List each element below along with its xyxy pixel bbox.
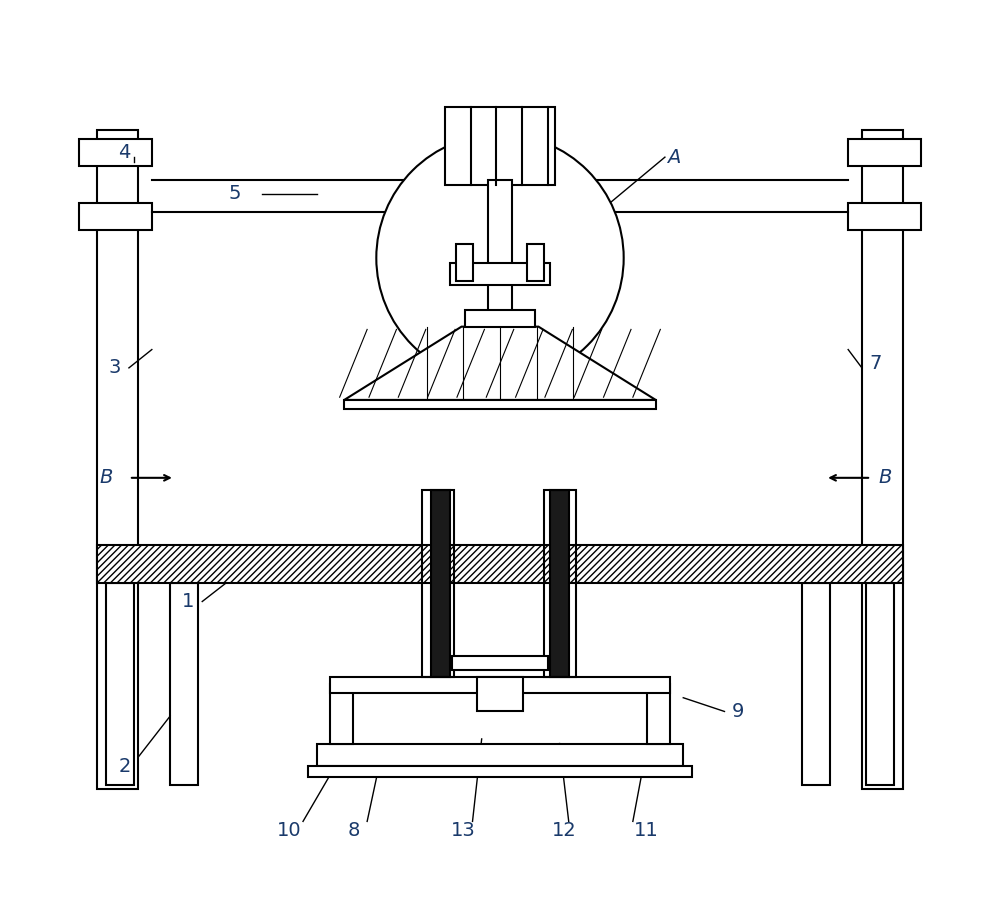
Text: 13: 13 [451, 821, 476, 840]
Bar [456, 244, 473, 281]
Text: B: B [99, 469, 113, 487]
Bar [527, 244, 544, 281]
Text: 6: 6 [466, 111, 479, 130]
Bar [452, 656, 548, 670]
Bar [477, 676, 523, 711]
Text: 9: 9 [732, 702, 744, 721]
Bar [79, 139, 152, 166]
Bar [170, 584, 198, 785]
Bar [862, 130, 903, 789]
Bar [445, 107, 555, 185]
Bar [330, 676, 670, 693]
Text: 7: 7 [869, 354, 882, 373]
Text: 8: 8 [347, 821, 360, 840]
Bar [330, 684, 353, 743]
Bar [431, 490, 450, 676]
Text: 10: 10 [277, 821, 302, 840]
Bar [422, 490, 454, 676]
Circle shape [376, 134, 624, 381]
Bar [866, 584, 894, 785]
Text: B: B [878, 469, 892, 487]
Text: 1: 1 [182, 592, 195, 611]
Bar [97, 545, 903, 584]
Bar [550, 490, 569, 676]
Text: 11: 11 [634, 821, 659, 840]
Bar [544, 490, 576, 676]
Bar [802, 584, 830, 785]
Bar [848, 139, 921, 166]
Text: 12: 12 [552, 821, 577, 840]
Text: 2: 2 [118, 757, 131, 776]
Bar [344, 400, 656, 409]
Bar [488, 180, 512, 312]
Bar [79, 203, 152, 231]
Text: 4: 4 [118, 143, 131, 162]
Polygon shape [344, 326, 656, 400]
Bar [317, 743, 683, 766]
Text: A: A [667, 148, 681, 166]
Bar [308, 766, 692, 777]
Bar [848, 203, 921, 231]
Bar [450, 263, 550, 286]
Bar [647, 684, 670, 743]
Text: 3: 3 [109, 358, 121, 378]
Bar [97, 130, 138, 789]
Bar [106, 584, 134, 785]
Text: 5: 5 [228, 185, 241, 203]
Bar [465, 310, 535, 326]
